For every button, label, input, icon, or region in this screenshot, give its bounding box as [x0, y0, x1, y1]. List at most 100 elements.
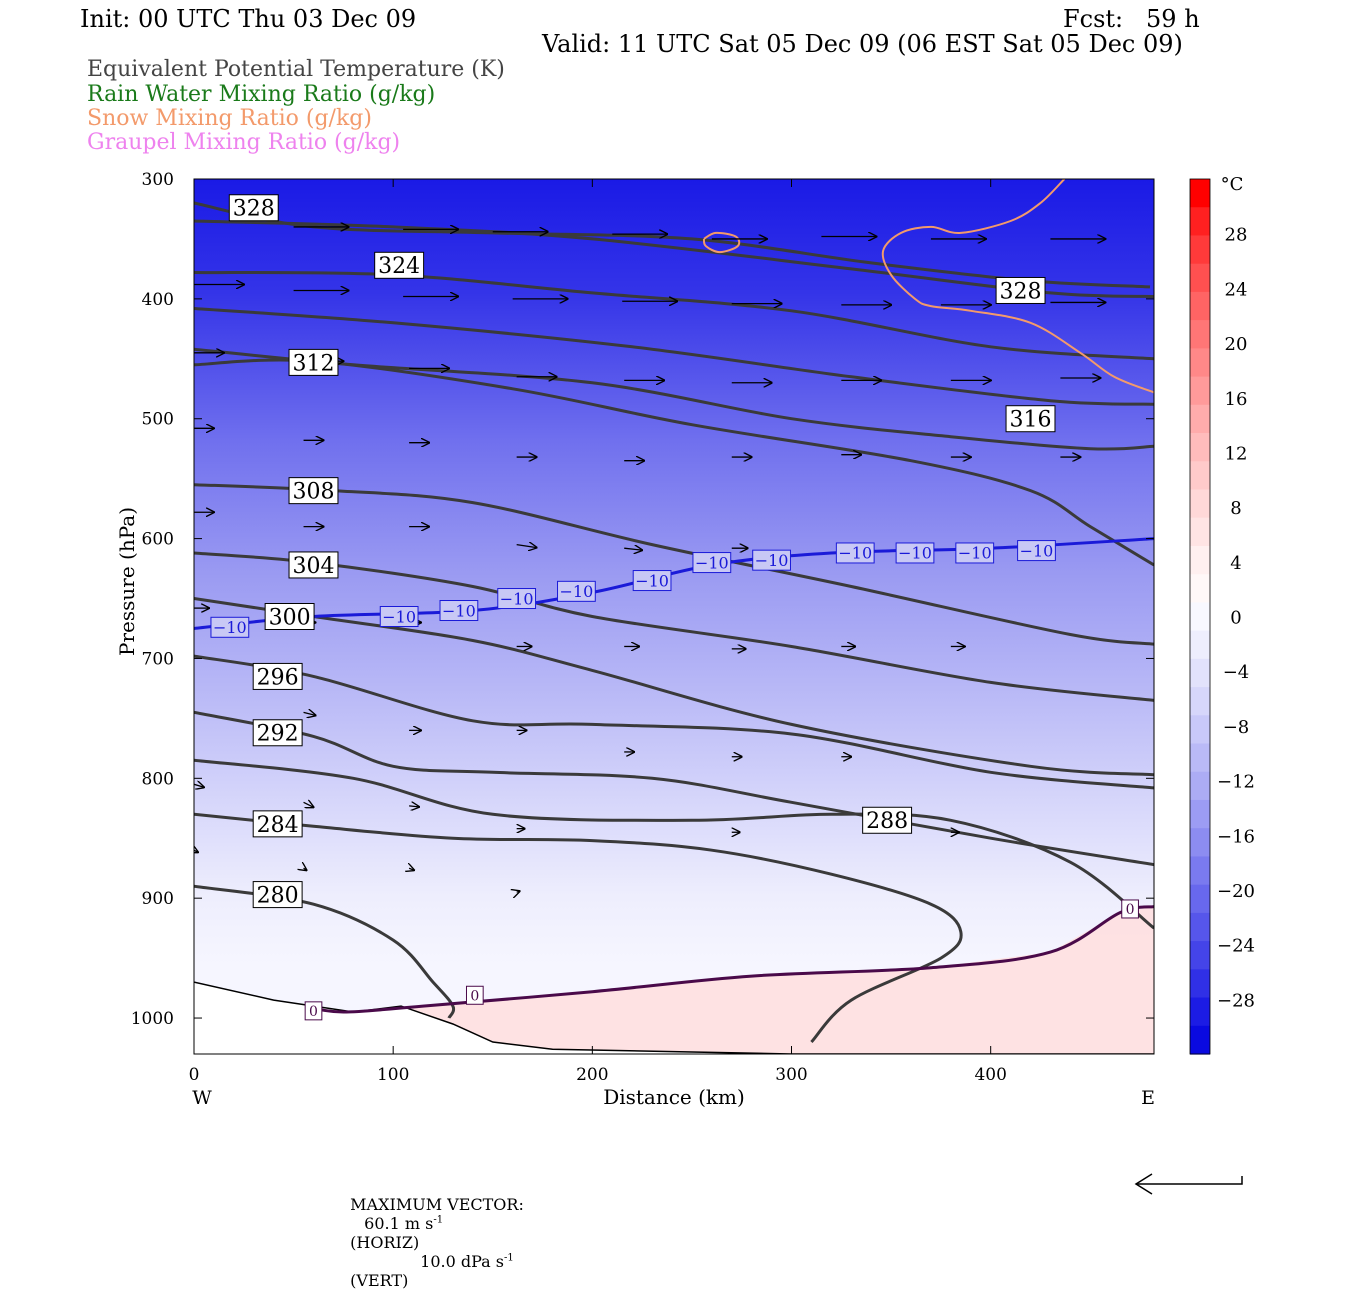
isotherm-label: −10 — [692, 552, 732, 574]
colorbar-cell — [1190, 743, 1210, 773]
wind-vector — [194, 784, 204, 787]
colorbar-tick-label: 0 — [1230, 608, 1241, 629]
isotherm-label-box — [692, 552, 732, 574]
freezing-label-box — [1121, 899, 1139, 919]
theta-e-label-324-text: 324 — [378, 254, 420, 279]
isotherm-label-text: −10 — [635, 571, 669, 590]
isotherm-label-box — [955, 542, 995, 564]
theta-e-label-300-box — [264, 603, 315, 630]
theta-e-label-312: 312 — [288, 348, 339, 376]
theta-e-label-288-text: 288 — [866, 809, 908, 834]
colorbar-cell — [1190, 658, 1210, 688]
horiz-exponent: -1 — [433, 1214, 444, 1226]
theta-e-label-284-text: 284 — [257, 813, 299, 838]
contour-label-layer: 328 324 328 316 312 308 304 300 296 292 288 284 280 −… — [210, 194, 1139, 1021]
isotherm-label-box — [210, 616, 250, 638]
freezing-label-text: 0 — [309, 1004, 318, 1020]
theta-e-label-284: 284 — [252, 810, 303, 838]
y-tick-label: 300 — [142, 170, 174, 190]
colorbar-tick-label: 16 — [1225, 389, 1248, 410]
isotherm-label-text: −10 — [213, 618, 247, 637]
isotherm-label-text: −10 — [382, 607, 416, 626]
colorbar-frame — [1189, 178, 1211, 1055]
wind-vector — [304, 868, 307, 870]
colorbar-cell — [1190, 179, 1210, 208]
forecast-hour: Fcst: 59 h — [1063, 5, 1200, 33]
theta-e-label-292: 292 — [252, 719, 303, 747]
theta-e-contour-284 — [194, 812, 963, 1044]
colorbar-tick-label: −4 — [1223, 662, 1250, 683]
theta-e-label-308-box — [288, 477, 339, 505]
theta-e-label-288: 288 — [862, 806, 913, 834]
colorbar-cell — [1190, 941, 1210, 970]
colorbar-tick-label: −20 — [1217, 881, 1255, 902]
x-tick-label: 200 — [576, 1065, 608, 1085]
colorbar-cell — [1190, 291, 1210, 321]
wind-vector — [409, 868, 414, 870]
colorbar-cell — [1190, 715, 1210, 745]
colorbar-cell — [1190, 235, 1210, 265]
colorbar-cell — [1190, 320, 1210, 349]
y-tick-label: 900 — [142, 889, 174, 909]
cross-section-chart: 328324328316312308304300296292288284280−… — [115, 170, 1255, 1109]
horiz-value: 60.1 m s — [364, 1214, 434, 1233]
theta-e-contour-292 — [194, 710, 1154, 867]
temperature-shading — [194, 179, 1154, 1054]
colorbar-cell — [1190, 461, 1210, 491]
isotherm-label-box — [835, 542, 875, 564]
colorbar-cell — [1190, 207, 1210, 237]
colorbar-cell — [1190, 404, 1210, 434]
vert-exponent: -1 — [504, 1252, 514, 1264]
freezing-label-text: 0 — [1126, 902, 1135, 918]
colorbar-cell — [1190, 912, 1210, 942]
theta-e-label-324: 324 — [374, 251, 425, 279]
legend-rain: Rain Water Mixing Ratio (g/kg) — [87, 82, 436, 107]
y-axis-label: Pressure (hPa) — [115, 507, 139, 656]
y-tick-label: 1000 — [131, 1009, 174, 1029]
valid-time: Valid: 11 UTC Sat 05 Dec 09 (06 EST Sat … — [542, 30, 1183, 58]
theta-e-label-292-box — [252, 719, 303, 747]
freezing-label-box — [304, 1001, 323, 1021]
x-end-label-west: W — [192, 1087, 212, 1109]
isotherm-label-box — [895, 542, 935, 564]
colorbar-cell — [1190, 687, 1210, 716]
theta-e-label-280-box — [252, 881, 303, 909]
theta-e-label-292-text: 292 — [257, 722, 299, 747]
freezing-label-text: 0 — [470, 988, 479, 1004]
colorbar-cell — [1190, 1025, 1210, 1055]
freezing-label-box — [465, 985, 484, 1005]
colorbar-cell — [1190, 828, 1210, 858]
colorbar-cell — [1190, 348, 1210, 378]
isotherm-label-text: −10 — [695, 553, 729, 572]
isotherm-label: −10 — [439, 600, 479, 622]
theta-e-label-308-text: 308 — [293, 480, 335, 505]
x-end-label-east: E — [1141, 1087, 1155, 1109]
theta-e-label-316-box — [1005, 405, 1056, 433]
theta-e-label-328-text: 328 — [1000, 279, 1042, 304]
theta-e-label-328-box — [228, 194, 279, 222]
isotherm-label-box — [632, 570, 672, 592]
wind-vector — [194, 850, 198, 852]
y-tick-label: 600 — [142, 530, 174, 550]
isotherm-label: −10 — [895, 542, 935, 564]
colorbar-cell — [1190, 884, 1210, 914]
colorbar-cell — [1190, 799, 1210, 829]
colorbar-tick-label: −24 — [1217, 936, 1255, 957]
colorbar-cell — [1190, 263, 1210, 293]
theta-e-label-304: 304 — [288, 551, 339, 579]
isotherm-label: −10 — [497, 588, 537, 610]
theta-e-label-296: 296 — [252, 662, 303, 690]
freezing-level — [305, 905, 1154, 1014]
colorbar-cell — [1190, 856, 1210, 886]
y-tick-label: 800 — [142, 769, 174, 789]
isotherm-label: −10 — [210, 616, 250, 638]
theta-e-label-328: 328 — [995, 276, 1046, 304]
colorbar-cell — [1190, 969, 1210, 999]
theta-e-label-280-text: 280 — [257, 884, 299, 909]
y-tick-label: 400 — [142, 290, 174, 310]
colorbar-unit: °C — [1221, 174, 1244, 195]
wind-vector — [303, 712, 316, 715]
colorbar-tick-label: 24 — [1225, 279, 1248, 300]
x-axis-label: Distance (km) — [603, 1085, 745, 1109]
isotherm-label: −10 — [379, 606, 419, 627]
